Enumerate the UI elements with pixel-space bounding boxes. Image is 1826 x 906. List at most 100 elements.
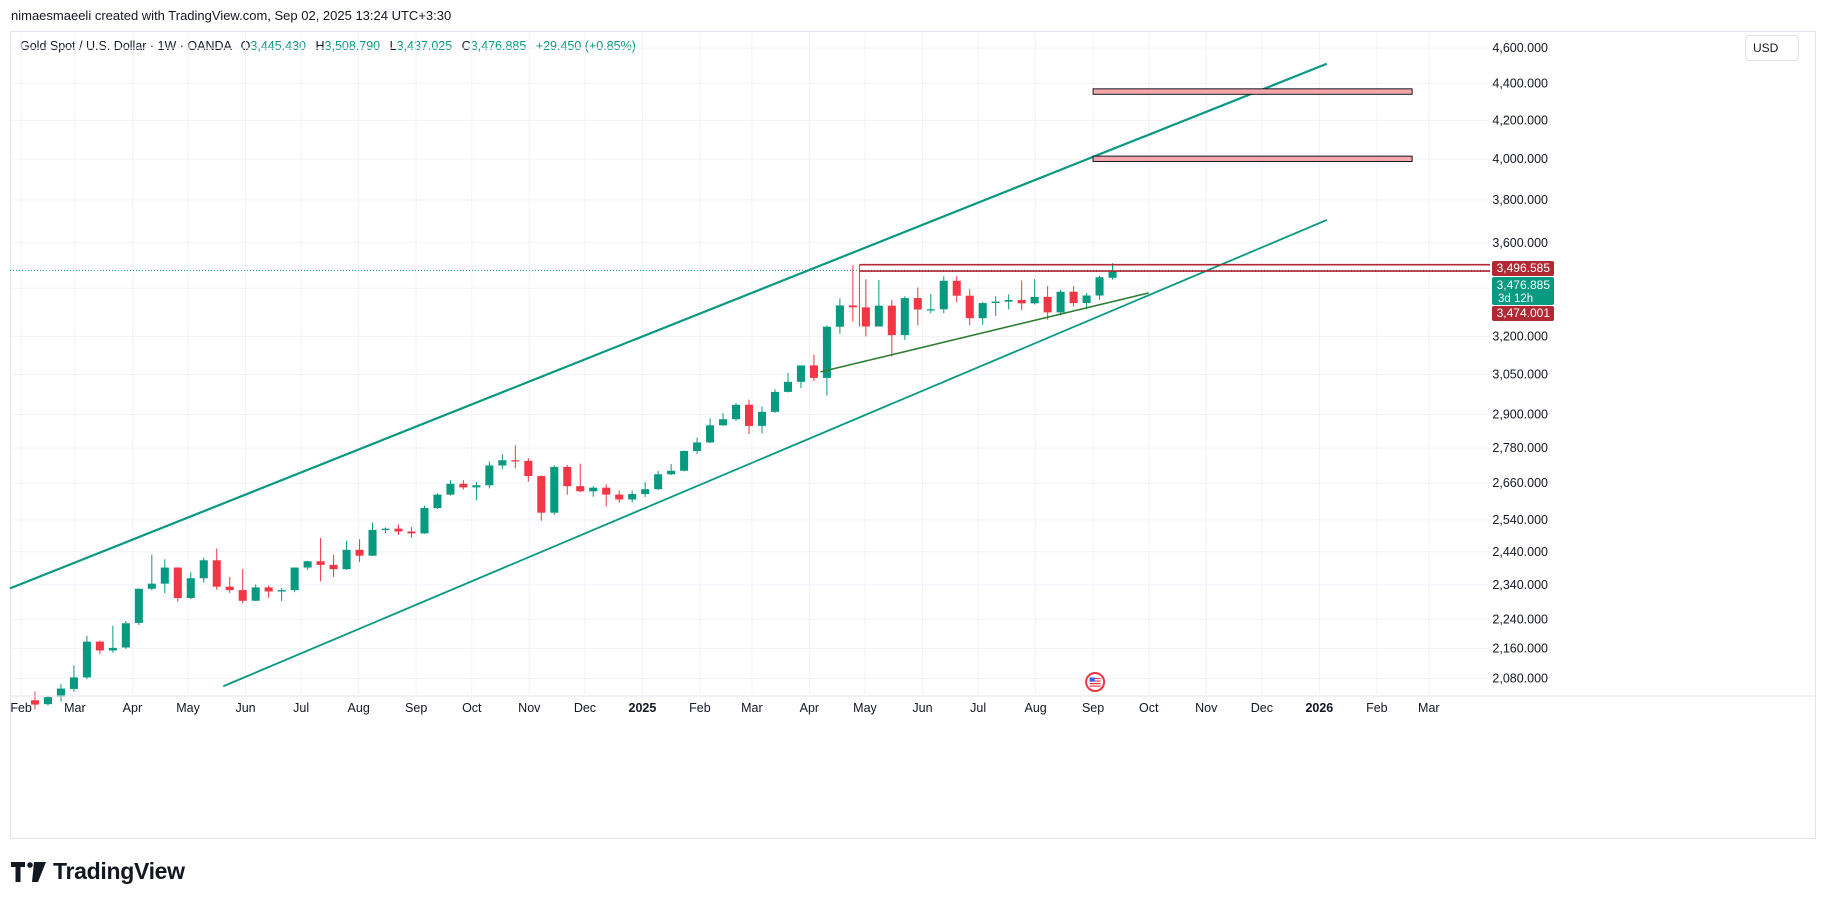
price-tick-label: 2,780.000 [1492,441,1548,455]
time-tick-label: Dec [574,701,596,715]
candle-body [848,305,857,308]
price-tick-label: 2,540.000 [1492,513,1548,527]
candle-body [43,697,52,705]
candle-body [160,567,169,584]
candle-body [134,588,143,623]
candle-body [264,587,273,592]
price-tick-label: 3,200.000 [1492,329,1548,343]
candle-body [212,560,221,587]
candle-body [485,465,494,486]
candle-body [861,307,870,327]
candle-body [874,305,883,327]
candle-body [433,494,442,509]
candle-body [56,688,65,697]
currency-button[interactable]: USD [1745,35,1799,61]
price-tick-label: 2,080.000 [1492,672,1548,686]
candle-body [887,305,896,336]
time-tick-label: Nov [1195,701,1218,715]
candle-body [537,476,546,513]
candle-body [693,442,702,452]
candle-body [1108,270,1117,278]
time-tick-label: Jul [293,701,309,715]
grid-lines [10,31,1490,694]
candle-body [524,460,533,477]
time-tick-label: Nov [518,701,541,715]
lower-price-tag-text: 3,474.001 [1497,306,1551,320]
candle-body [355,549,364,556]
price-tick-label: 3,600.000 [1492,236,1548,250]
flag-stripe [1089,678,1101,680]
time-tick-label: Apr [800,701,819,715]
time-tick-label: Sep [405,701,427,715]
price-tick-label: 3,050.000 [1492,368,1548,382]
low-value: 3,437.025 [396,39,453,53]
candle-body [1030,296,1039,304]
time-tick-label: Feb [689,701,711,715]
channel-upper-line [9,62,1328,590]
candle-body [1004,299,1013,302]
candle-body [809,365,818,378]
symbol-legend: Gold Spot / U.S. Dollar · 1W · OANDA O3,… [20,39,636,53]
candle-body [589,487,598,492]
candle-body [732,404,741,420]
candle-body [952,280,961,296]
target-zone [1092,155,1413,162]
time-tick-label: Oct [1139,701,1159,715]
candle-body [835,305,844,327]
tradingview-logo[interactable]: TradingView [11,858,185,885]
time-tick-label: 2026 [1305,701,1333,715]
price-tick-label: 2,160.000 [1492,642,1548,656]
candle-body [1069,291,1078,304]
candle-body [173,567,182,599]
close-value: 3,476.885 [470,39,527,53]
candle-body [1043,296,1052,313]
high-label: H [315,39,325,53]
candle-body [342,549,351,570]
candle-body [290,567,299,591]
candle-body [147,583,156,589]
candle-body [744,404,754,426]
candle-body [926,309,935,311]
candle-body [965,295,974,319]
time-tick-label: Jun [912,701,932,715]
candle-body [654,474,663,490]
candle-body [329,564,338,570]
candle-body [108,647,117,651]
candle-body [628,494,637,500]
time-tick-label: Mar [741,701,763,715]
time-tick-label: Dec [1251,701,1273,715]
candle-body [1056,291,1065,313]
price-tick-label: 3,800.000 [1492,193,1548,207]
candle-body [446,483,455,495]
candle-body [82,641,91,678]
candle-body [407,531,416,534]
candle-body [602,487,611,495]
candle-body [706,425,715,443]
candle-body [719,419,728,426]
candle-body [121,623,130,648]
current-price-tag-text: 3,476.885 [1497,278,1551,292]
candle-body [498,460,507,466]
candle-body [472,485,481,488]
candle-body [186,578,195,599]
lower-price-tag [1492,306,1554,321]
candle-body [615,494,624,500]
candle-body [1017,299,1026,304]
upper-price-tag [1492,261,1554,276]
symbol-name[interactable]: Gold Spot / U.S. Dollar · 1W · OANDA [20,39,232,53]
drawings-front [820,88,1490,373]
flag-stripe [1089,680,1101,682]
candle-body [770,391,780,412]
candle-body [667,470,676,475]
channel-lower-line [222,219,1328,688]
time-tick-label: Sep [1082,701,1104,715]
price-tick-label: 2,240.000 [1492,613,1548,627]
candle-body [420,508,429,534]
countdown-text: 3d 12h [1498,293,1533,305]
candle-body [199,560,208,579]
candle-body [1082,295,1091,304]
candle-body [277,590,286,592]
high-value: 3,508.790 [324,39,381,53]
